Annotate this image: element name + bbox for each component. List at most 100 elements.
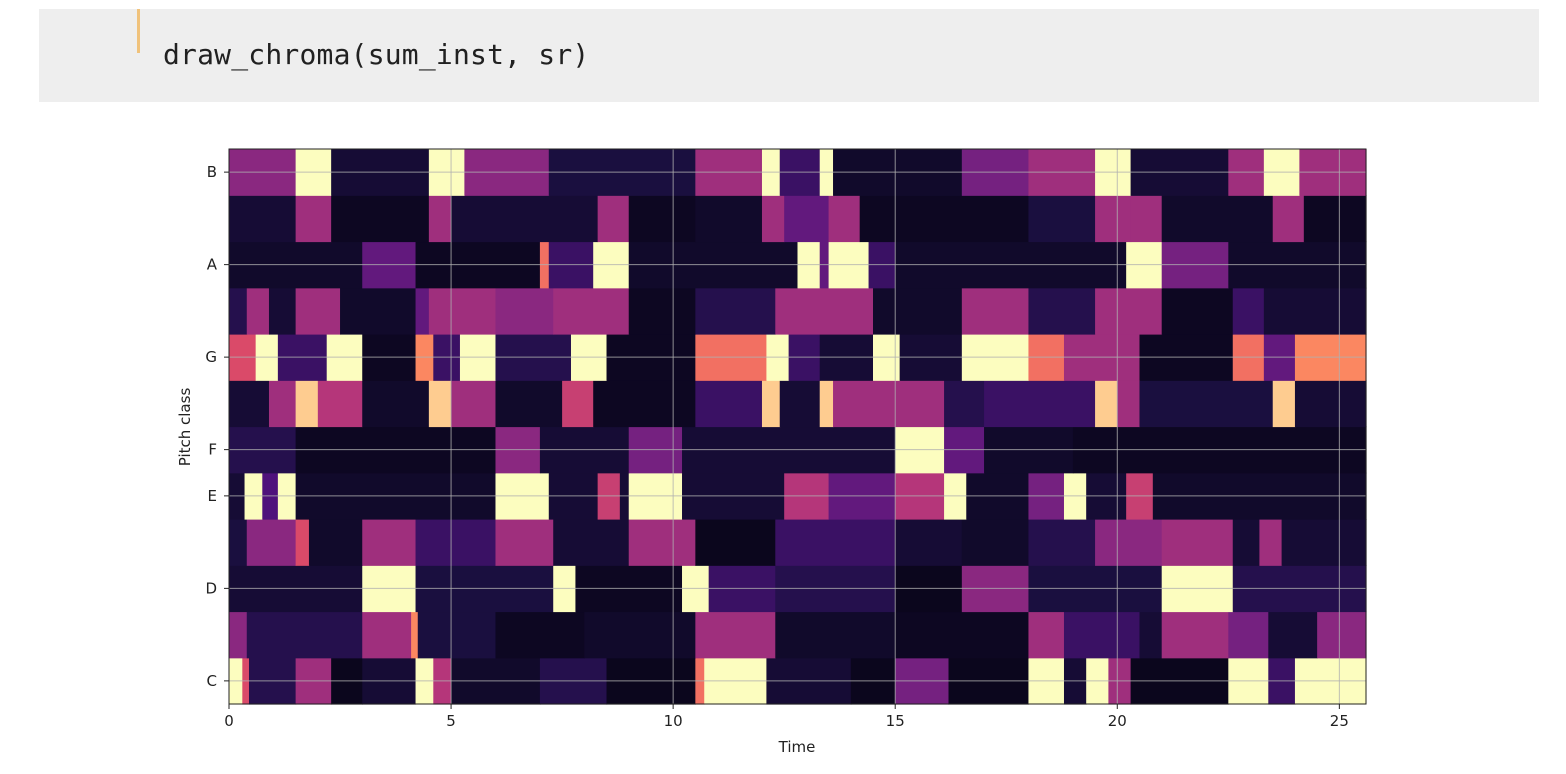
heatmap-cell-fsharp [819,380,834,428]
x-tick-label: 25 [1330,712,1349,730]
heatmap-cell-gsharp [1232,287,1265,335]
x-tick-label: 15 [886,712,905,730]
x-tick-label: 10 [664,712,683,730]
heatmap-cell-csharp [695,611,776,659]
heatmap-cell-asharp [761,195,785,243]
heatmap-cell-fsharp [593,380,696,428]
heatmap-cell-fsharp [1117,380,1141,428]
heatmap-cell-csharp [1028,611,1065,659]
heatmap-cell-fsharp [362,380,430,428]
heatmap-cell-asharp [428,195,452,243]
y-axis-label: Pitch class [176,388,194,467]
heatmap-cell-gsharp [1095,287,1163,335]
heatmap-cell-asharp [597,195,630,243]
heatmap-cell-fsharp [1095,380,1118,428]
heatmap-cell-dsharp [1028,519,1096,566]
heatmap-cell-gsharp [268,287,297,335]
heatmap-cell-fsharp [944,380,985,428]
heatmap-cell-csharp [1161,611,1229,659]
heatmap-cell-asharp [628,195,696,243]
heatmap-cell-csharp [775,611,896,659]
heatmap-cell-asharp [1161,195,1274,243]
heatmap-cell-gsharp [229,287,248,335]
heatmap-cell-dsharp [246,519,297,566]
heatmap-cell-fsharp [984,380,1096,428]
heatmap-cell-gsharp [553,287,630,335]
heatmap-cell-fsharp [779,380,821,428]
x-tick-label: 20 [1108,712,1127,730]
heatmap-cell-asharp [1272,195,1305,243]
heatmap-cell-gsharp [1028,287,1096,335]
heatmap-cell-asharp [451,195,599,243]
heatmap-cell-csharp [246,611,363,659]
heatmap-cell-gsharp [495,287,554,335]
heatmap-cell-gsharp [775,287,874,335]
x-tick-label: 0 [224,712,234,730]
heatmap-cell-asharp [229,195,297,243]
heatmap-cell-dsharp [1095,519,1163,566]
heatmap-cell-fsharp [761,380,781,428]
heatmap-cell-gsharp [873,287,963,335]
heatmap-cell-fsharp [895,380,945,428]
heatmap-cell-dsharp [695,519,776,566]
x-tick-label: 5 [446,712,456,730]
heatmap-cell-fsharp [317,380,363,428]
heatmap-cell-asharp [1095,195,1132,243]
heatmap-cell-csharp [417,611,497,659]
heatmap-cell-fsharp [562,380,594,428]
heatmap-cell-fsharp [1139,380,1274,428]
heatmap-cell-fsharp [695,380,763,428]
heatmap-cell-asharp [1028,195,1096,243]
heatmap-cell-fsharp [295,380,319,428]
plot-frame [228,148,1367,705]
heatmap-cell-csharp [1268,611,1318,659]
heatmap-cell-gsharp [340,287,417,335]
heatmap-cell-asharp [1130,195,1163,243]
heatmap-cell-dsharp [895,519,963,566]
heatmap-cell-fsharp [451,380,497,428]
heatmap-cell-fsharp [495,380,563,428]
heatmap-cell-asharp [1303,195,1367,243]
heatmap-cell-fsharp [229,380,270,428]
heatmap-cell-gsharp [246,287,270,335]
heatmap-cell-asharp [295,195,332,243]
heatmap-cell-csharp [895,611,1030,659]
heatmap-cell-dsharp [553,519,630,566]
heatmap-cell-csharp [1139,611,1163,659]
heatmap-cell-asharp [828,195,861,243]
heatmap-cell-gsharp [428,287,497,335]
heatmap-cell-fsharp [268,380,297,428]
heatmap-cell-dsharp [1161,519,1234,566]
heatmap-cell-dsharp [229,519,248,566]
heatmap-cell-gsharp [295,287,341,335]
heatmap-cell-fsharp [833,380,896,428]
heatmap-cell-gsharp [415,287,430,335]
heatmap-cell-csharp [584,611,696,659]
heatmap-cell-gsharp [628,287,696,335]
heatmap-cell-dsharp [495,519,554,566]
code-input[interactable]: draw_chroma(sum_inst, sr) [163,38,590,71]
heatmap-cell-gsharp [961,287,1030,335]
heatmap-cell-dsharp [961,519,1030,566]
heatmap-cell-dsharp [1281,519,1367,566]
y-tick-label: G [205,348,217,366]
heatmap-cell-csharp [495,611,585,659]
heatmap-cell-dsharp [628,519,696,566]
heatmap-cell-dsharp [295,519,310,566]
y-tick-label: F [208,441,217,459]
heatmap-cell-csharp [362,611,412,659]
heatmap-cell-dsharp [415,519,497,566]
x-axis-ticks: 0 5 10 15 20 25 [224,704,1349,730]
heatmap-cell-csharp [229,611,248,659]
heatmap-cell-asharp [695,195,763,243]
heatmap-cell-csharp [1317,611,1367,659]
y-tick-label: B [207,163,217,181]
y-tick-label: C [207,672,217,690]
heatmap-cell-gsharp [1161,287,1234,335]
heatmap-cell-fsharp [1294,380,1367,428]
y-tick-label: D [205,579,217,597]
x-axis-label: Time [778,738,816,756]
code-cell[interactable]: draw_chroma(sum_inst, sr) [39,9,1539,102]
heatmap-cell-gsharp [1263,287,1367,335]
